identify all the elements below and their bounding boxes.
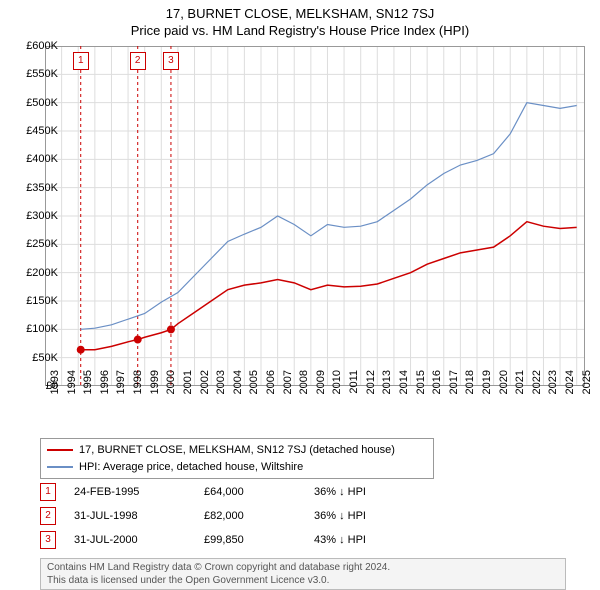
chart-svg: [45, 46, 585, 386]
y-tick-label: £350K: [8, 182, 58, 194]
chart-subtitle: Price paid vs. HM Land Registry's House …: [0, 21, 600, 42]
x-tick-label: 1998: [132, 370, 144, 410]
x-tick-label: 2016: [431, 370, 443, 410]
chart-plot-area: [45, 46, 585, 386]
x-tick-label: 2012: [365, 370, 377, 410]
x-tick-label: 2023: [547, 370, 559, 410]
sale-row: 2 31-JUL-1998 £82,000 36% ↓ HPI: [40, 504, 404, 528]
x-tick-label: 2019: [481, 370, 493, 410]
x-tick-label: 2020: [498, 370, 510, 410]
legend-item: HPI: Average price, detached house, Wilt…: [47, 459, 427, 476]
y-tick-label: £50K: [8, 352, 58, 364]
sale-marker-icon: 1: [40, 483, 56, 501]
sale-marker-icon: 3: [40, 531, 56, 549]
y-tick-label: £200K: [8, 267, 58, 279]
x-tick-label: 2025: [581, 370, 593, 410]
y-tick-label: £600K: [8, 40, 58, 52]
x-tick-label: 1996: [99, 370, 111, 410]
legend: 17, BURNET CLOSE, MELKSHAM, SN12 7SJ (de…: [40, 438, 434, 479]
x-tick-label: 2009: [315, 370, 327, 410]
y-tick-label: £550K: [8, 68, 58, 80]
x-tick-label: 2013: [381, 370, 393, 410]
attribution-footer: Contains HM Land Registry data © Crown c…: [40, 558, 566, 590]
x-tick-label: 1993: [49, 370, 61, 410]
sale-hpi-delta: 36% ↓ HPI: [314, 486, 404, 498]
y-tick-label: £250K: [8, 238, 58, 250]
sales-table: 1 24-FEB-1995 £64,000 36% ↓ HPI 2 31-JUL…: [40, 480, 404, 552]
sale-price: £99,850: [204, 534, 314, 546]
x-tick-label: 2004: [232, 370, 244, 410]
sale-row: 3 31-JUL-2000 £99,850 43% ↓ HPI: [40, 528, 404, 552]
sale-marker-box: 3: [163, 52, 179, 70]
sale-date: 31-JUL-1998: [74, 510, 204, 522]
x-tick-label: 2017: [448, 370, 460, 410]
legend-swatch: [47, 449, 73, 451]
sale-marker-box: 1: [73, 52, 89, 70]
y-tick-label: £300K: [8, 210, 58, 222]
sale-hpi-delta: 36% ↓ HPI: [314, 510, 404, 522]
sale-hpi-delta: 43% ↓ HPI: [314, 534, 404, 546]
y-tick-label: £500K: [8, 97, 58, 109]
x-tick-label: 2014: [398, 370, 410, 410]
x-tick-label: 2001: [182, 370, 194, 410]
footer-line: Contains HM Land Registry data © Crown c…: [47, 561, 559, 574]
x-tick-label: 1997: [115, 370, 127, 410]
x-tick-label: 2010: [331, 370, 343, 410]
x-tick-label: 2007: [282, 370, 294, 410]
y-tick-label: £450K: [8, 125, 58, 137]
x-tick-label: 2006: [265, 370, 277, 410]
legend-item: 17, BURNET CLOSE, MELKSHAM, SN12 7SJ (de…: [47, 442, 427, 459]
x-tick-label: 2018: [464, 370, 476, 410]
sale-marker-icon: 2: [40, 507, 56, 525]
x-tick-label: 2002: [199, 370, 211, 410]
footer-line: This data is licensed under the Open Gov…: [47, 574, 559, 587]
sale-price: £64,000: [204, 486, 314, 498]
legend-label: 17, BURNET CLOSE, MELKSHAM, SN12 7SJ (de…: [79, 442, 395, 459]
legend-swatch: [47, 466, 73, 468]
x-tick-label: 1995: [82, 370, 94, 410]
chart-title: 17, BURNET CLOSE, MELKSHAM, SN12 7SJ: [0, 0, 600, 21]
sale-price: £82,000: [204, 510, 314, 522]
x-tick-label: 2021: [514, 370, 526, 410]
x-tick-label: 2008: [298, 370, 310, 410]
x-tick-label: 1999: [149, 370, 161, 410]
x-tick-label: 2024: [564, 370, 576, 410]
y-tick-label: £100K: [8, 323, 58, 335]
sale-row: 1 24-FEB-1995 £64,000 36% ↓ HPI: [40, 480, 404, 504]
sale-marker-box: 2: [130, 52, 146, 70]
sale-date: 31-JUL-2000: [74, 534, 204, 546]
sale-date: 24-FEB-1995: [74, 486, 204, 498]
x-tick-label: 2003: [215, 370, 227, 410]
y-tick-label: £150K: [8, 295, 58, 307]
chart-container: 17, BURNET CLOSE, MELKSHAM, SN12 7SJ Pri…: [0, 0, 600, 590]
x-tick-label: 2015: [415, 370, 427, 410]
x-tick-label: 2000: [165, 370, 177, 410]
x-tick-label: 2011: [348, 370, 360, 410]
x-tick-label: 1994: [66, 370, 78, 410]
legend-label: HPI: Average price, detached house, Wilt…: [79, 459, 303, 476]
y-tick-label: £400K: [8, 153, 58, 165]
x-tick-label: 2022: [531, 370, 543, 410]
x-tick-label: 2005: [248, 370, 260, 410]
